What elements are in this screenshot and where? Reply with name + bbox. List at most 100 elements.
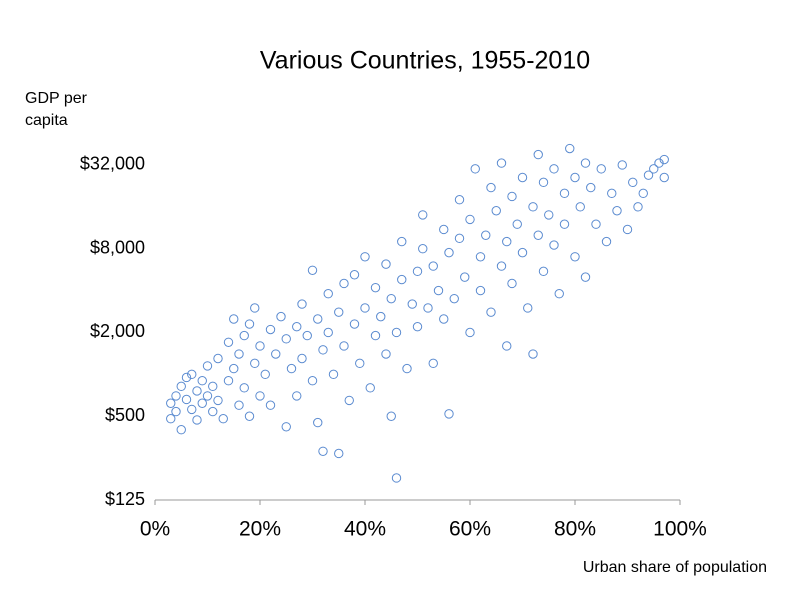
point: [544, 210, 554, 220]
point: [318, 446, 328, 456]
point: [307, 376, 318, 386]
point: [239, 330, 249, 341]
point: [313, 314, 323, 324]
point: [271, 349, 281, 359]
point: [575, 202, 585, 212]
point: [601, 236, 612, 247]
point: [381, 349, 391, 359]
point: [334, 307, 344, 317]
point: [444, 409, 454, 419]
point: [197, 398, 207, 408]
point: [323, 289, 333, 299]
point: [349, 319, 360, 329]
point: [507, 191, 517, 202]
point: [360, 303, 370, 313]
point: [355, 358, 365, 369]
point: [638, 188, 648, 199]
point: [407, 299, 417, 309]
y-tick-label: $125: [105, 489, 145, 509]
point: [297, 353, 307, 364]
point: [659, 172, 669, 183]
point: [181, 394, 192, 405]
point: [528, 349, 538, 359]
x-tick-label: 60%: [449, 518, 491, 541]
point: [318, 345, 328, 355]
point: [376, 311, 386, 322]
point: [538, 177, 549, 188]
point: [234, 400, 244, 410]
point: [166, 398, 176, 408]
point: [649, 164, 659, 174]
point: [533, 149, 543, 160]
point: [502, 341, 512, 351]
point: [428, 358, 438, 369]
point: [187, 369, 197, 380]
point: [307, 265, 318, 275]
point: [512, 219, 522, 229]
x-tick-label: 40%: [344, 518, 386, 541]
point: [481, 230, 491, 240]
point: [580, 158, 591, 168]
x-tick-label: 100%: [653, 518, 707, 541]
point: [339, 278, 349, 289]
point: [202, 391, 213, 401]
point: [265, 400, 276, 410]
point: [202, 361, 213, 371]
point: [517, 172, 528, 183]
point: [391, 473, 402, 483]
point: [486, 307, 496, 317]
point: [381, 259, 391, 269]
point: [255, 341, 265, 351]
point: [439, 314, 449, 324]
point: [475, 252, 486, 262]
point: [533, 230, 543, 240]
chart-title: Various Countries, 1955-2010: [260, 47, 590, 75]
y-tick-label: $2,000: [90, 321, 145, 341]
point: [281, 334, 291, 344]
point: [460, 272, 470, 282]
point: [397, 236, 407, 247]
point: [229, 363, 239, 374]
point: [286, 363, 297, 374]
point: [643, 170, 654, 180]
point: [244, 411, 255, 421]
point: [313, 417, 323, 428]
point: [433, 285, 444, 296]
point: [244, 319, 255, 329]
x-tick-label: 80%: [554, 518, 596, 541]
point: [565, 143, 575, 154]
point: [465, 214, 475, 225]
point: [470, 164, 480, 174]
point: [402, 363, 412, 374]
point: [223, 376, 234, 386]
point: [360, 252, 370, 262]
point: [218, 414, 228, 424]
point: [454, 195, 465, 205]
point: [617, 160, 627, 170]
point: [250, 303, 260, 313]
point: [633, 202, 643, 212]
point: [255, 391, 265, 401]
point: [250, 358, 260, 369]
y-tick-label: $8,000: [90, 237, 145, 257]
point: [554, 289, 564, 299]
point: [197, 376, 207, 386]
point: [586, 182, 596, 193]
point: [213, 353, 223, 364]
point: [281, 422, 291, 432]
point: [538, 266, 549, 277]
point: [323, 327, 333, 338]
point: [370, 330, 381, 341]
point: [339, 341, 349, 351]
point: [449, 293, 459, 304]
point: [491, 206, 501, 216]
point: [523, 303, 533, 313]
point: [302, 330, 312, 341]
point: [181, 372, 192, 383]
point: [349, 270, 360, 280]
point: [397, 274, 407, 285]
point: [166, 414, 176, 424]
point: [444, 247, 454, 258]
